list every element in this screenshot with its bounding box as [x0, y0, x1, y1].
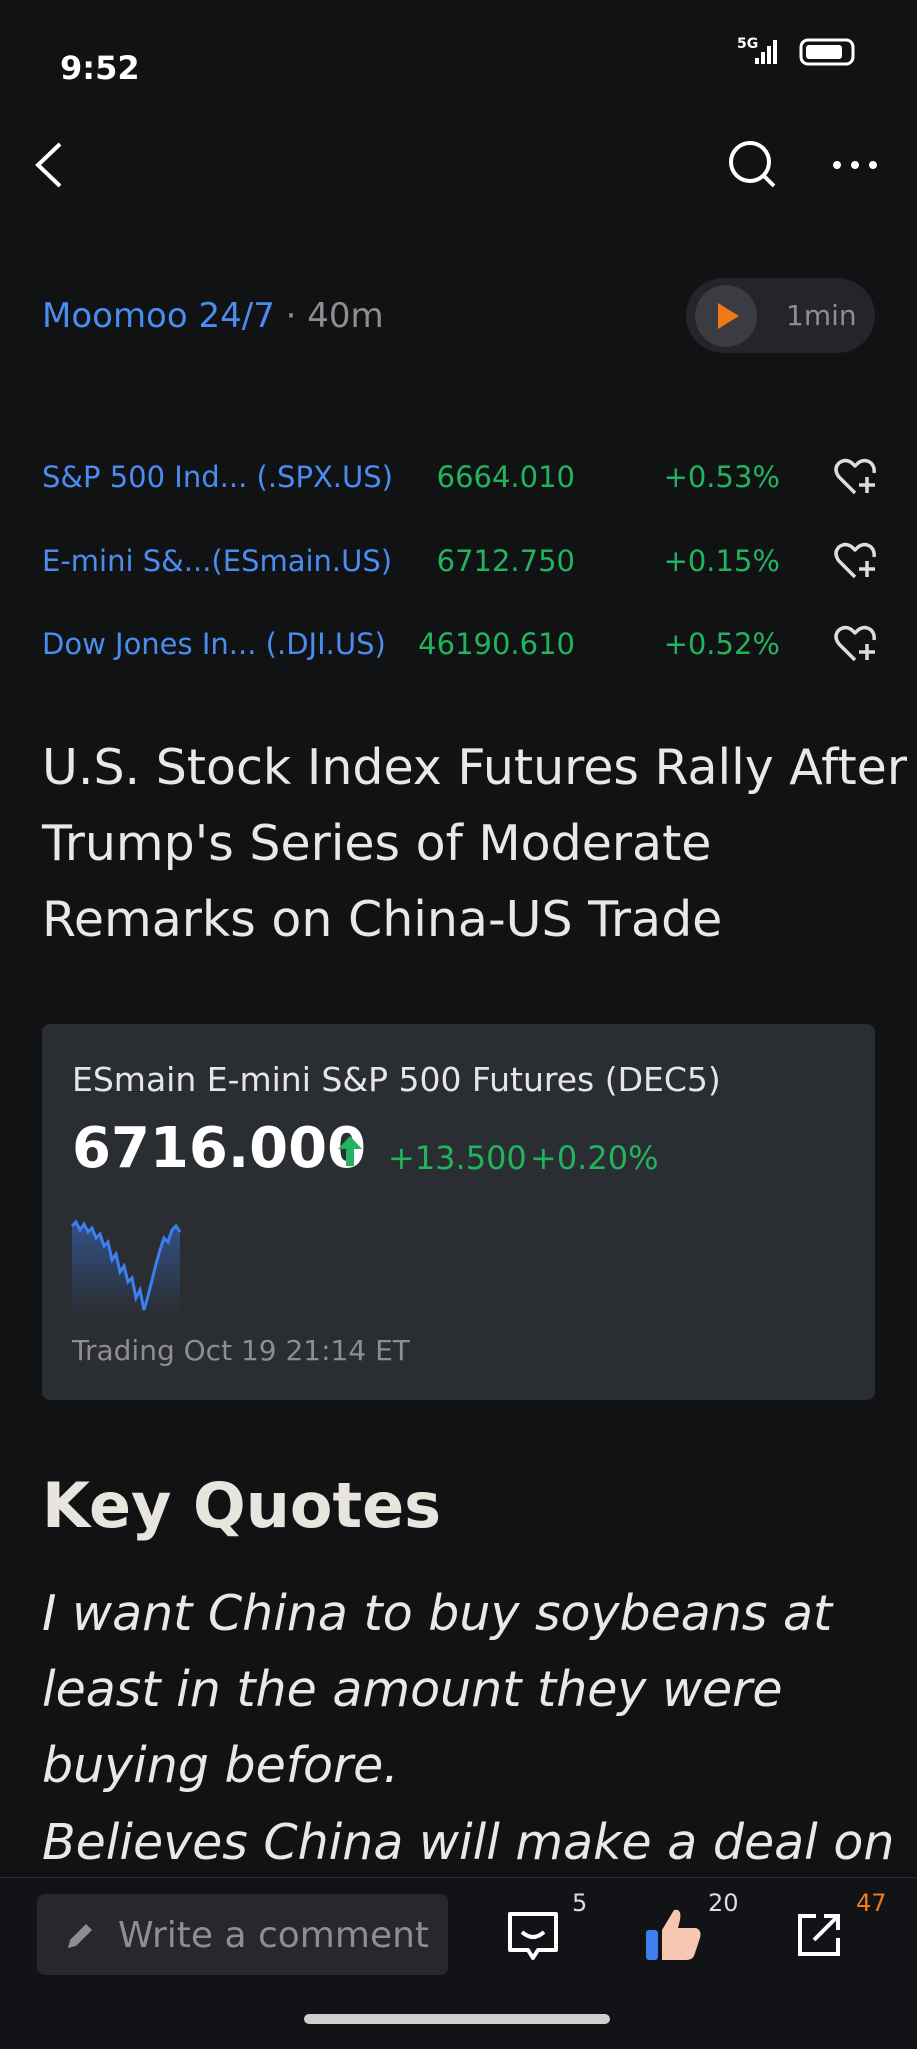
pencil-icon: [68, 1924, 92, 1948]
ticker-change: +0.52%: [663, 627, 780, 661]
quote-card[interactable]: [42, 1024, 875, 1400]
source[interactable]: Moomoo 24/7: [42, 296, 275, 336]
section-title: Key Quotes: [42, 1469, 442, 1542]
like-count: 20: [708, 1889, 739, 1917]
age: 40m: [307, 296, 384, 336]
card-change: +13.500: [388, 1139, 527, 1177]
card-title: ESmain E-mini S&P 500 Futures (DEC5): [72, 1060, 721, 1099]
back-button[interactable]: [30, 140, 70, 190]
comment-count: 5: [572, 1889, 588, 1917]
play-icon[interactable]: [695, 285, 757, 347]
share-icon[interactable]: [794, 1910, 844, 1960]
quote-line: Believes China will make a deal on: [42, 1814, 895, 1871]
source-line: Moomoo 24/7 · 40m: [42, 294, 384, 338]
share-count: 47: [856, 1889, 887, 1917]
ticker-price: 6664.010: [436, 460, 575, 494]
status-time: 9:52: [60, 49, 140, 87]
watchlist-button[interactable]: [833, 624, 877, 664]
comment-placeholder[interactable]: Write a comment: [118, 1915, 430, 1956]
audio-duration: 1min: [786, 299, 857, 332]
up-arrow: [338, 1136, 362, 1166]
ticker-price: 46190.610: [418, 627, 575, 661]
trading-time: Oct 19 21:14 ET: [183, 1334, 410, 1367]
ticker-change: +0.53%: [663, 460, 780, 494]
separator: ·: [285, 296, 297, 336]
headline-line: Trump's Series of Moderate: [42, 815, 712, 872]
quote-line: I want China to buy soybeans at: [42, 1585, 833, 1642]
ticker-name[interactable]: Dow Jones In... (.DJI.US): [42, 627, 386, 661]
headline-line: Remarks on China-US Trade: [42, 891, 723, 948]
headline-line: U.S. Stock Index Futures Rally After: [42, 739, 907, 796]
comment-icon[interactable]: [506, 1910, 560, 1964]
like-icon[interactable]: [646, 1906, 702, 1962]
network: 5G: [737, 36, 759, 52]
ticker-name[interactable]: E-mini S&...(ESmain.US): [42, 543, 393, 578]
watchlist-button[interactable]: [833, 541, 877, 581]
watchlist-button[interactable]: [833, 457, 877, 497]
ticker-change: +0.15%: [663, 543, 780, 578]
trading-status: Trading: [72, 1334, 175, 1367]
comment-box[interactable]: [37, 1894, 448, 1975]
ticker-price: 6712.750: [436, 543, 575, 578]
status-icons: [755, 38, 855, 66]
quote-line: least in the amount they were: [42, 1661, 783, 1718]
home-indicator: [304, 2014, 610, 2024]
more-button[interactable]: [832, 158, 882, 172]
card-change-pct: +0.20%: [530, 1139, 659, 1177]
search-button[interactable]: [728, 140, 778, 190]
quote-line: buying before.: [42, 1737, 399, 1794]
card-footer: Trading Oct 19 21:14 ET: [72, 1334, 410, 1368]
ticker-name[interactable]: S&P 500 Ind... (.SPX.US): [42, 460, 393, 494]
card-price: 6716.000: [72, 1116, 367, 1181]
sparkline: [70, 1219, 182, 1315]
